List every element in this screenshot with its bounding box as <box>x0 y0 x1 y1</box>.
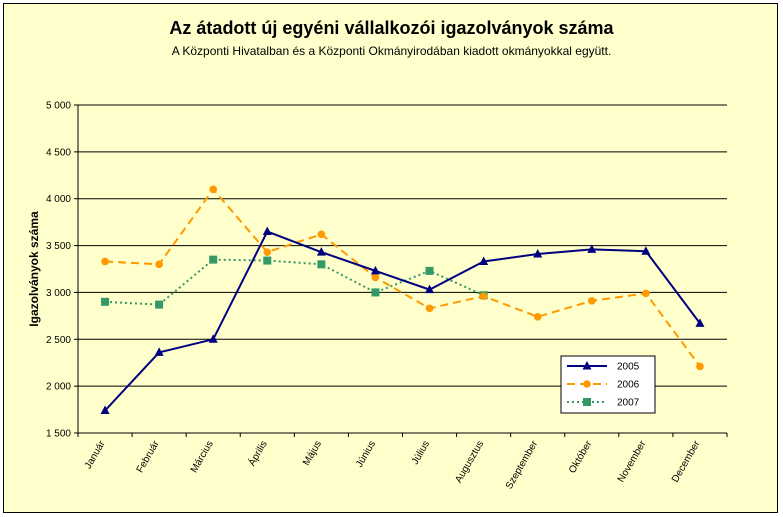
series-line-2006 <box>104 187 701 368</box>
data-point-square <box>371 288 380 297</box>
legend-label: 2005 <box>617 362 640 373</box>
x-tick-label: Január <box>83 438 108 471</box>
data-point-circle <box>155 260 163 269</box>
data-point-circle <box>642 289 650 298</box>
y-tick-label: 2 500 <box>46 335 71 346</box>
legend-entry: 2005 <box>567 361 640 373</box>
data-point-circle <box>209 185 218 194</box>
data-point-square <box>155 300 164 309</box>
series-2006 <box>101 185 704 371</box>
data-point-triangle <box>641 246 651 255</box>
data-point-circle <box>425 304 434 313</box>
data-point-triangle <box>479 256 489 266</box>
x-tick-label: December <box>670 438 703 484</box>
data-point-triangle <box>425 284 435 294</box>
x-tick-label: Március <box>189 439 216 475</box>
data-point-square <box>317 260 326 269</box>
data-point-circle <box>479 292 488 300</box>
y-tick-label: 5 000 <box>46 101 71 112</box>
y-tick-label: 4 000 <box>46 194 71 205</box>
y-tick-label: 3 500 <box>46 241 71 252</box>
data-point-square <box>425 266 434 275</box>
data-point-circle <box>101 257 109 266</box>
data-point-circle <box>587 297 596 305</box>
x-tick-label: Szeptember <box>504 438 541 491</box>
chart-subtitle: A Központi Hivatalban és a Központi Okmá… <box>171 44 612 58</box>
series-2005 <box>100 226 705 415</box>
data-point-triangle <box>100 405 110 415</box>
x-tick-label: Október <box>567 438 595 475</box>
data-point-circle <box>533 312 542 321</box>
data-point-circle <box>583 380 591 388</box>
data-point-square <box>263 256 272 265</box>
series-line-2005 <box>104 230 701 412</box>
legend-box <box>560 355 656 414</box>
data-point-circle <box>696 362 704 371</box>
x-tick-label: Július <box>410 439 432 467</box>
data-point-triangle <box>316 247 326 256</box>
x-tick-label: Június <box>354 439 378 470</box>
y-tick-label: 2 000 <box>46 382 71 393</box>
legend-entry: 2007 <box>567 398 640 409</box>
legend-label: 2006 <box>617 380 640 391</box>
data-point-triangle <box>587 244 597 253</box>
x-tick-label: November <box>616 438 649 484</box>
data-point-square <box>101 297 110 306</box>
data-point-triangle <box>262 226 272 236</box>
data-point-circle <box>317 230 326 239</box>
data-point-triangle <box>533 249 543 258</box>
data-point-triangle <box>582 361 592 370</box>
data-point-square <box>209 255 218 264</box>
legend-entry: 2006 <box>567 380 640 391</box>
data-point-triangle <box>370 265 380 275</box>
x-tick-label: Május <box>301 439 324 468</box>
x-tick-label: Április <box>245 438 270 468</box>
y-tick-label: 1 500 <box>46 429 71 440</box>
data-point-triangle <box>154 347 164 356</box>
y-tick-label: 3 000 <box>46 288 71 299</box>
data-point-square <box>583 398 591 406</box>
data-point-triangle <box>208 334 218 343</box>
y-axis-title: Igazolványok száma <box>27 211 41 327</box>
y-tick-label: 4 500 <box>46 147 71 158</box>
x-tick-label: Február <box>135 438 162 474</box>
chart-title: Az átadott új egyéni vállalkozói igazolv… <box>169 18 614 38</box>
legend-label: 2007 <box>617 398 640 409</box>
series-line-2007 <box>104 258 485 306</box>
data-point-circle <box>263 248 272 256</box>
x-tick-label: Augusztus <box>453 439 486 485</box>
data-point-triangle <box>695 318 705 327</box>
data-point-circle <box>371 273 380 282</box>
